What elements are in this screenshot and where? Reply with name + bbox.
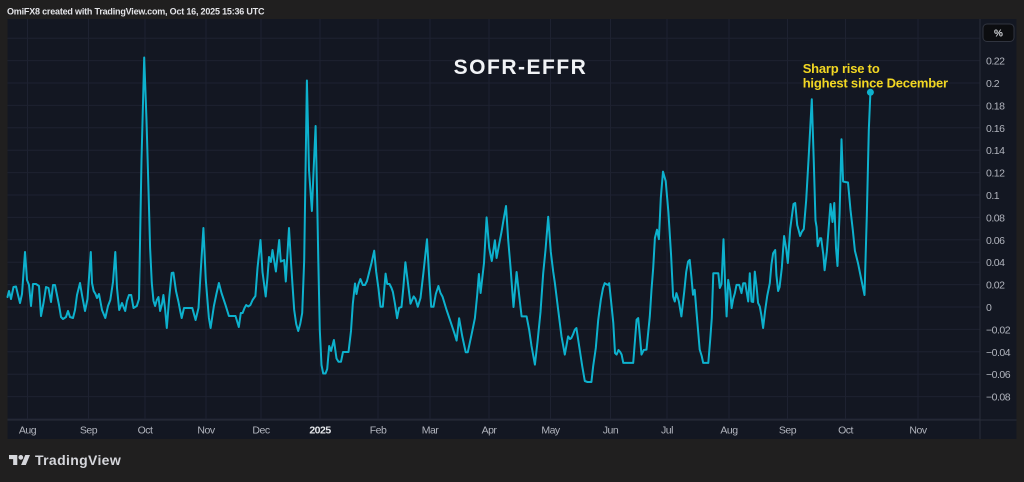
svg-text:Sep: Sep (779, 425, 797, 437)
svg-text:highest since December: highest since December (803, 76, 948, 91)
svg-text:0.04: 0.04 (986, 257, 1005, 269)
svg-text:May: May (541, 425, 561, 437)
svg-text:Apr: Apr (482, 425, 498, 437)
svg-text:Sharp rise to: Sharp rise to (803, 61, 880, 76)
svg-text:Dec: Dec (252, 425, 269, 437)
svg-text:0.08: 0.08 (986, 212, 1005, 224)
svg-text:0.16: 0.16 (986, 123, 1005, 135)
svg-text:0.02: 0.02 (986, 280, 1005, 292)
svg-text:SOFR-EFFR: SOFR-EFFR (454, 56, 588, 79)
svg-text:0: 0 (986, 302, 992, 314)
svg-text:−0.04: −0.04 (986, 347, 1011, 359)
svg-text:0.12: 0.12 (986, 168, 1005, 180)
svg-text:Oct: Oct (838, 425, 853, 437)
svg-text:Mar: Mar (422, 425, 440, 437)
svg-text:−0.02: −0.02 (986, 324, 1011, 336)
svg-text:0.14: 0.14 (986, 145, 1005, 157)
svg-text:−0.08: −0.08 (986, 392, 1011, 404)
svg-text:Jul: Jul (661, 425, 673, 437)
svg-text:0.22: 0.22 (986, 56, 1005, 68)
svg-text:Aug: Aug (19, 425, 37, 437)
svg-text:Aug: Aug (720, 425, 738, 437)
svg-text:Sep: Sep (80, 425, 98, 437)
svg-text:%: % (994, 29, 1003, 40)
svg-text:0.2: 0.2 (986, 78, 1000, 90)
svg-text:−0.06: −0.06 (986, 369, 1011, 381)
svg-text:Feb: Feb (370, 425, 387, 437)
svg-text:OmiFX8 created with TradingVie: OmiFX8 created with TradingView.com, Oct… (7, 7, 265, 17)
svg-text:2025: 2025 (309, 425, 331, 437)
svg-text:Nov: Nov (909, 425, 927, 437)
svg-text:0.1: 0.1 (986, 190, 1000, 202)
svg-text:0.18: 0.18 (986, 100, 1005, 112)
svg-text:0.06: 0.06 (986, 235, 1005, 247)
svg-text:Nov: Nov (197, 425, 215, 437)
svg-text:Jun: Jun (603, 425, 619, 437)
svg-text:Oct: Oct (138, 425, 153, 437)
